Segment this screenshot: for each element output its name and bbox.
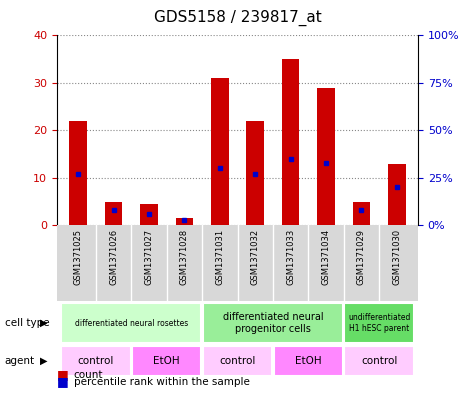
Bar bbox=[69, 121, 87, 225]
Text: control: control bbox=[78, 356, 114, 366]
Text: GDS5158 / 239817_at: GDS5158 / 239817_at bbox=[153, 9, 322, 26]
Bar bbox=[317, 88, 335, 225]
Text: ▶: ▶ bbox=[40, 318, 48, 328]
Bar bbox=[61, 346, 131, 376]
Text: cell type: cell type bbox=[5, 318, 49, 328]
Text: EtOH: EtOH bbox=[153, 356, 180, 366]
Bar bbox=[352, 202, 370, 225]
Text: GSM1371029: GSM1371029 bbox=[357, 229, 366, 285]
Bar bbox=[274, 346, 343, 376]
Text: percentile rank within the sample: percentile rank within the sample bbox=[74, 377, 249, 387]
Bar bbox=[132, 346, 201, 376]
Text: ■: ■ bbox=[57, 368, 69, 382]
Bar bbox=[176, 218, 193, 225]
Text: control: control bbox=[361, 356, 397, 366]
Bar bbox=[105, 202, 123, 225]
Bar bbox=[388, 163, 406, 225]
Text: GSM1371025: GSM1371025 bbox=[74, 229, 83, 285]
Bar bbox=[61, 303, 201, 343]
Text: agent: agent bbox=[5, 356, 35, 366]
Text: EtOH: EtOH bbox=[295, 356, 322, 366]
Bar bbox=[344, 303, 414, 343]
Bar bbox=[282, 59, 299, 225]
Text: count: count bbox=[74, 370, 103, 380]
Text: GSM1371033: GSM1371033 bbox=[286, 229, 295, 285]
Bar bbox=[203, 303, 343, 343]
Text: GSM1371026: GSM1371026 bbox=[109, 229, 118, 285]
Text: differentiated neural rosettes: differentiated neural rosettes bbox=[75, 318, 188, 327]
Text: GSM1371032: GSM1371032 bbox=[251, 229, 260, 285]
Text: control: control bbox=[219, 356, 256, 366]
Bar bbox=[344, 346, 414, 376]
Text: ■: ■ bbox=[57, 375, 69, 389]
Text: differentiated neural
progenitor cells: differentiated neural progenitor cells bbox=[223, 312, 323, 334]
Text: ▶: ▶ bbox=[40, 356, 48, 366]
Bar bbox=[140, 204, 158, 225]
Text: undifferentiated
H1 hESC parent: undifferentiated H1 hESC parent bbox=[348, 313, 410, 333]
Bar bbox=[211, 78, 228, 225]
Text: GSM1371031: GSM1371031 bbox=[215, 229, 224, 285]
Bar bbox=[247, 121, 264, 225]
Text: GSM1371030: GSM1371030 bbox=[392, 229, 401, 285]
Text: GSM1371034: GSM1371034 bbox=[322, 229, 331, 285]
Text: GSM1371027: GSM1371027 bbox=[144, 229, 153, 285]
Text: GSM1371028: GSM1371028 bbox=[180, 229, 189, 285]
Bar bbox=[203, 346, 272, 376]
